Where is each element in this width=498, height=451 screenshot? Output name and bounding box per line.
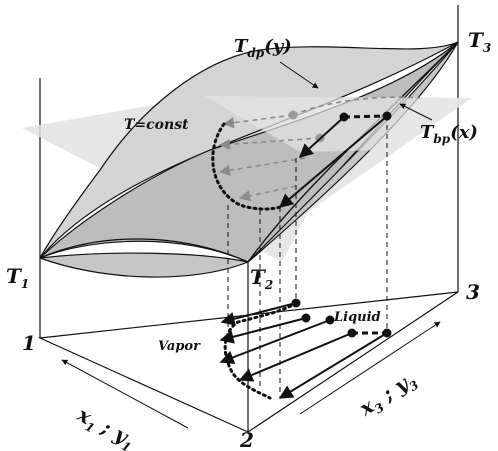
label-t2: T2: [250, 265, 274, 292]
dew-point-surface: [39, 41, 459, 259]
label-t3: T3: [468, 28, 492, 55]
label-vapor: Vapor: [158, 339, 200, 354]
label-corner-3: 3: [466, 280, 480, 304]
tie-lines-gray: [218, 96, 421, 202]
surface-edge-left: [39, 238, 249, 263]
tie-line-dashed-black: [343, 114, 388, 119]
label-t1: T1: [6, 264, 30, 291]
base-tie-points: [291, 298, 392, 338]
label-liquid: Liquid: [334, 310, 381, 325]
tbp-pointer: [399, 103, 433, 121]
axis13-arrow: [61, 359, 189, 429]
tie-line-solid-lower: [278, 115, 388, 208]
vapor-curve-base: [223, 301, 298, 400]
base-tie-lines: [219, 302, 388, 399]
label-corner-2: 2: [240, 428, 254, 451]
tie-line-solid-upper: [298, 116, 345, 158]
label-tdp: Tdp(y): [234, 36, 292, 60]
label-corner-1: 1: [22, 331, 36, 355]
label-t-const: T=const: [124, 117, 189, 133]
axis23-arrow: [299, 321, 441, 415]
tie-point-black-1: [339, 112, 349, 122]
t-const-plane-overlay: [205, 96, 472, 152]
vapor-curve-upper: [211, 122, 282, 211]
tdp-pointer: [279, 61, 319, 89]
label-tbp: Tbp(x): [420, 122, 478, 146]
projection-lines: [227, 116, 388, 398]
